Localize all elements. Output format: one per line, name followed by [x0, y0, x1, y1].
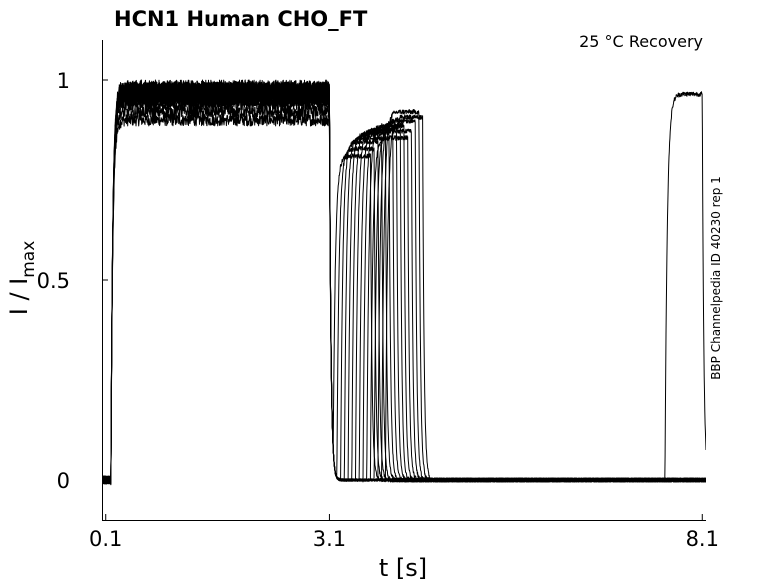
- source-label: BBP Channelpedia ID 40230 rep 1: [709, 176, 723, 380]
- traces: [102, 79, 706, 486]
- y-axis-label-sub: max: [19, 241, 39, 278]
- trace-line: [102, 81, 706, 486]
- y-axis-label: I / Imax: [5, 241, 39, 316]
- x-ticks: 0.1 3.1 8.1: [89, 514, 719, 551]
- trace-line: [102, 87, 706, 485]
- y-axis-label-main: I / I: [5, 278, 33, 316]
- y-tick-label: 1: [57, 69, 70, 93]
- y-ticks: 00.51: [37, 69, 108, 493]
- trace-line: [102, 79, 706, 485]
- chart-title: HCN1 Human CHO_FT: [114, 7, 368, 31]
- chart-subtitle: 25 °C Recovery: [579, 32, 703, 51]
- y-tick-label: 0.5: [37, 269, 70, 293]
- x-tick-label: 8.1: [686, 527, 719, 551]
- y-tick-label: 0: [57, 469, 70, 493]
- x-tick-label: 0.1: [89, 527, 122, 551]
- x-axis-label: t [s]: [379, 554, 427, 582]
- x-tick-label: 3.1: [313, 527, 346, 551]
